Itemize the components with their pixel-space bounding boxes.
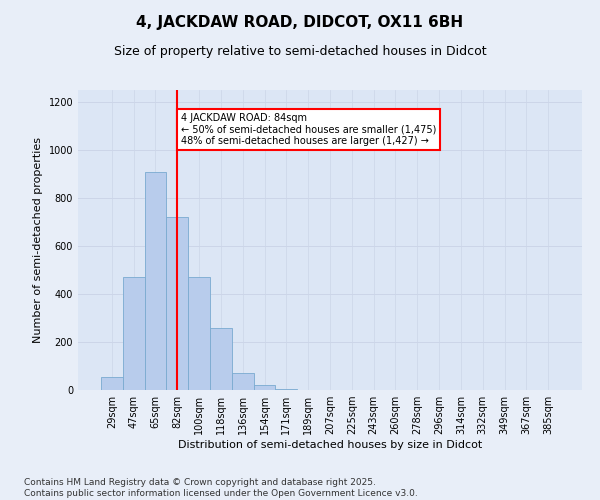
Text: 4, JACKDAW ROAD, DIDCOT, OX11 6BH: 4, JACKDAW ROAD, DIDCOT, OX11 6BH [136,15,464,30]
Text: Size of property relative to semi-detached houses in Didcot: Size of property relative to semi-detach… [113,45,487,58]
Text: 4 JACKDAW ROAD: 84sqm
← 50% of semi-detached houses are smaller (1,475)
48% of s: 4 JACKDAW ROAD: 84sqm ← 50% of semi-deta… [181,113,436,146]
Bar [166,217,188,390]
Bar [145,172,166,390]
Text: Contains HM Land Registry data © Crown copyright and database right 2025.
Contai: Contains HM Land Registry data © Crown c… [24,478,418,498]
Y-axis label: Number of semi-detached properties: Number of semi-detached properties [33,137,43,343]
Bar [232,373,254,390]
X-axis label: Distribution of semi-detached houses by size in Didcot: Distribution of semi-detached houses by … [178,440,482,450]
Bar [254,385,275,390]
Bar [188,277,210,390]
Bar [101,377,123,390]
Bar [123,277,145,390]
Bar [210,328,232,390]
Bar [275,389,297,390]
